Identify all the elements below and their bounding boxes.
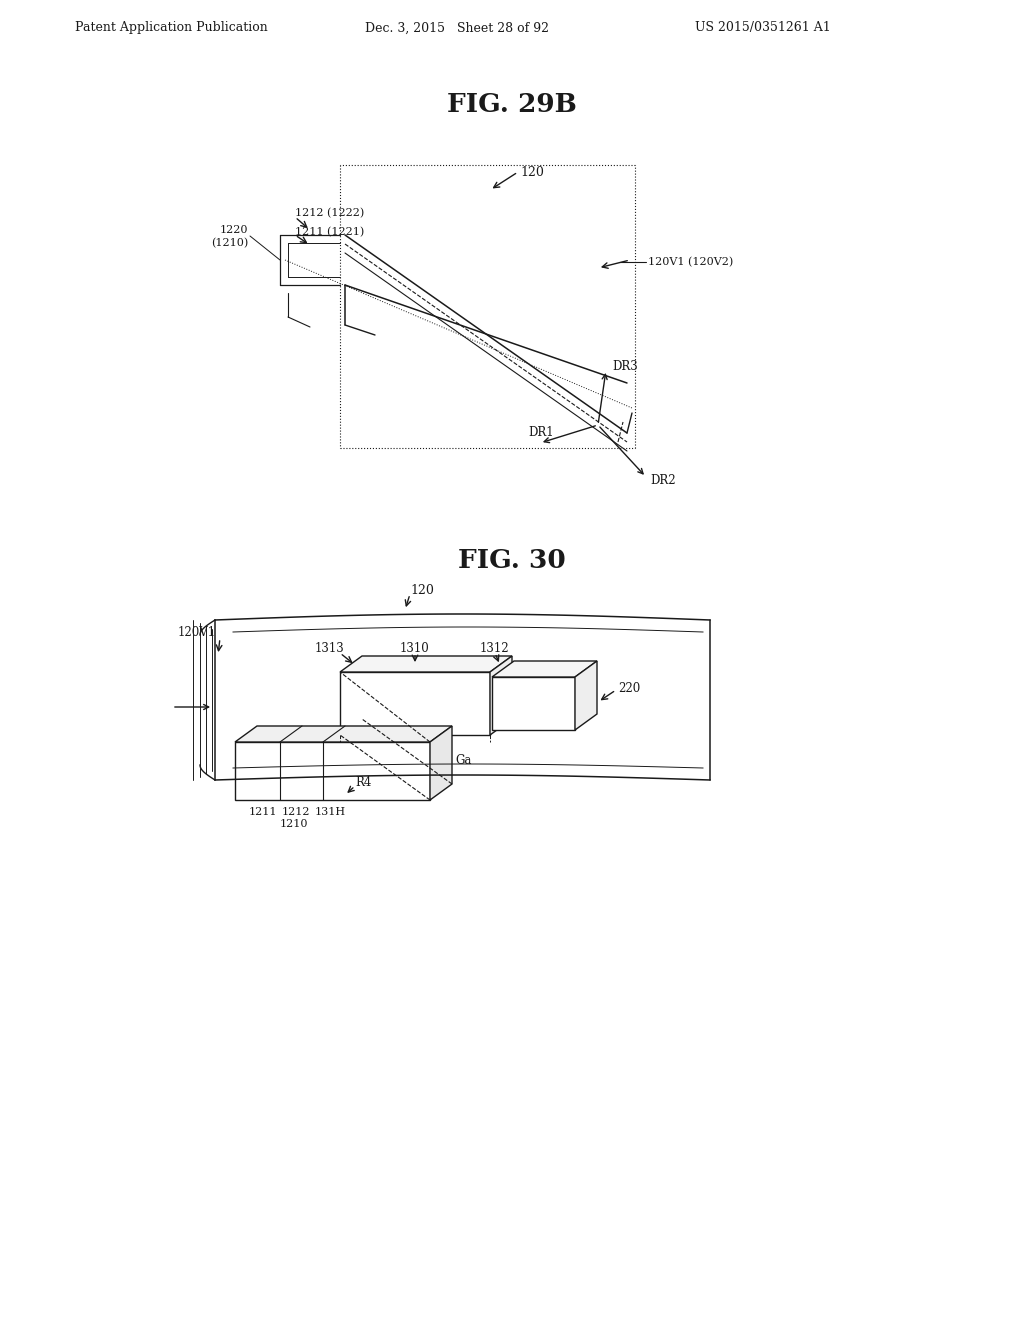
Text: 120V1 (120V2): 120V1 (120V2) — [648, 257, 733, 267]
Text: Dec. 3, 2015   Sheet 28 of 92: Dec. 3, 2015 Sheet 28 of 92 — [365, 21, 549, 34]
Text: 120: 120 — [410, 583, 434, 597]
Polygon shape — [492, 661, 597, 677]
Text: R4: R4 — [355, 776, 372, 788]
Polygon shape — [430, 726, 452, 800]
Text: Patent Application Publication: Patent Application Publication — [75, 21, 267, 34]
Text: 120V1: 120V1 — [178, 626, 216, 639]
Text: 220: 220 — [618, 681, 640, 694]
Text: 1310: 1310 — [400, 642, 430, 655]
Text: 120: 120 — [520, 165, 544, 178]
Text: 1211: 1211 — [249, 807, 278, 817]
Text: Ga: Ga — [455, 754, 471, 767]
Text: DR2: DR2 — [650, 474, 676, 487]
Polygon shape — [492, 677, 575, 730]
Text: US 2015/0351261 A1: US 2015/0351261 A1 — [695, 21, 830, 34]
Polygon shape — [234, 726, 452, 742]
Text: 1211 (1221): 1211 (1221) — [295, 227, 365, 238]
Text: 1212 (1222): 1212 (1222) — [295, 207, 365, 218]
Text: 1313: 1313 — [315, 642, 345, 655]
Polygon shape — [340, 672, 490, 735]
Text: 1220: 1220 — [219, 224, 248, 235]
Polygon shape — [490, 656, 512, 735]
Text: 1212: 1212 — [282, 807, 310, 817]
Text: DR3: DR3 — [612, 360, 638, 374]
Text: 131H: 131H — [314, 807, 345, 817]
Text: DR1: DR1 — [528, 426, 554, 440]
Text: (1210): (1210) — [211, 238, 248, 248]
Polygon shape — [340, 656, 512, 672]
Text: 1210: 1210 — [280, 818, 308, 829]
Text: 1312: 1312 — [480, 642, 510, 655]
Text: FIG. 29B: FIG. 29B — [447, 92, 577, 117]
Text: FIG. 30: FIG. 30 — [458, 548, 566, 573]
Polygon shape — [575, 661, 597, 730]
Polygon shape — [234, 742, 430, 800]
